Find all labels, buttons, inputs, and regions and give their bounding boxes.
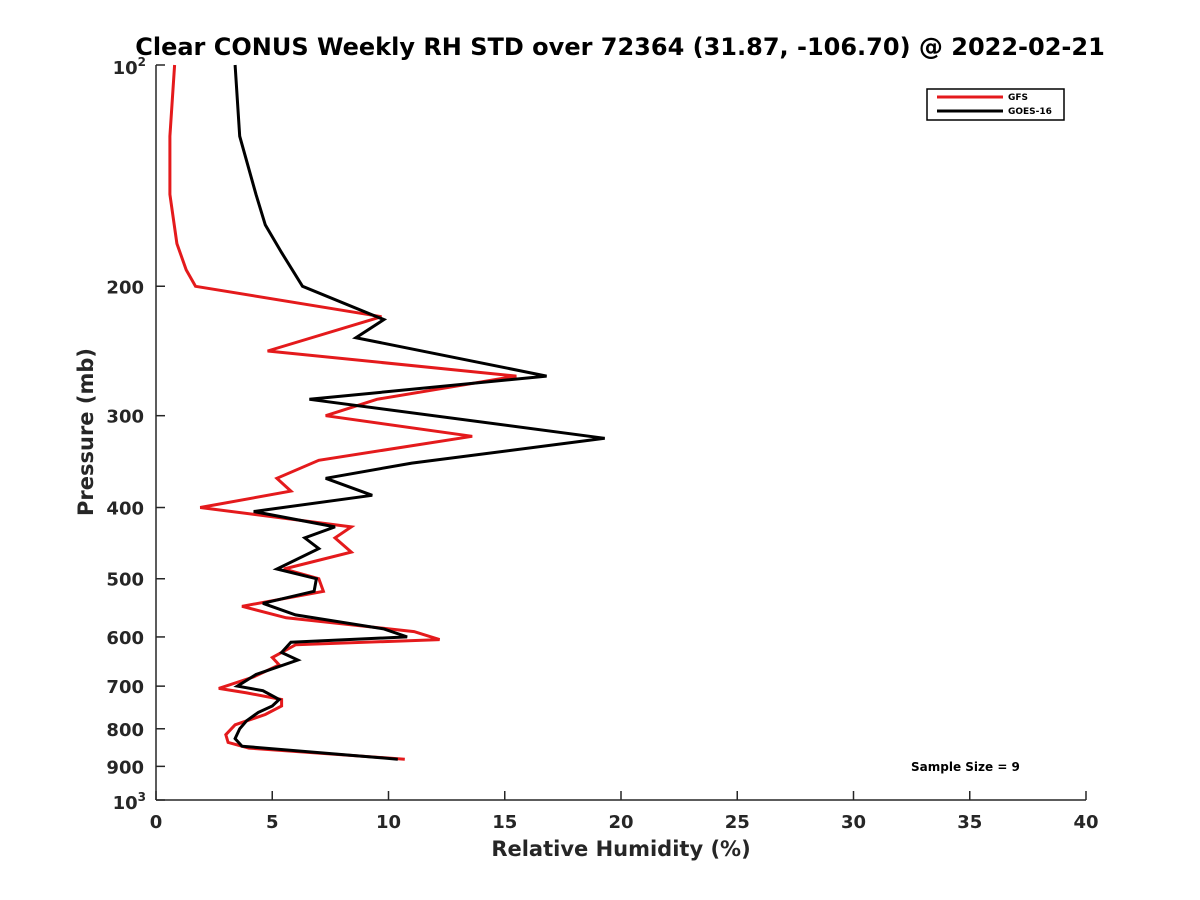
y-tick-label: 300 (106, 407, 144, 428)
plot-area: 0 5 10 15 20 25 30 35 40 10220030040050060070080… (106, 55, 1098, 833)
y-tick-base: 10 (113, 793, 138, 814)
y-tick-label: 900 (106, 757, 144, 778)
y-tick-label: 500 (106, 570, 144, 591)
x-tick-label: 20 (608, 812, 633, 833)
legend-box (926, 88, 1065, 121)
y-axis-label: Pressure (mb) (74, 348, 98, 516)
y-tick-label: 600 (106, 628, 144, 649)
x-tick-label: 35 (957, 812, 982, 833)
x-tick-label: 25 (725, 812, 750, 833)
y-tick-label: 103 (113, 790, 146, 814)
x-tick-label: 0 (150, 812, 163, 833)
y-tick-exponent: 2 (138, 55, 146, 69)
sample-size-annotation: Sample Size = 9 (911, 760, 1020, 774)
chart-title: Clear CONUS Weekly RH STD over 72364 (31… (135, 33, 1105, 61)
x-tick-label: 15 (492, 812, 517, 833)
x-tick-label: 10 (376, 812, 401, 833)
x-tick-label: 30 (841, 812, 866, 833)
series-line-gfs (168, 64, 517, 761)
y-tick-base: 10 (113, 58, 138, 79)
y-tick-label: 200 (106, 277, 144, 298)
x-ticks: 0 5 10 15 20 25 30 35 40 (150, 791, 1099, 833)
x-tick-label: 40 (1073, 812, 1098, 833)
y-tick-label: 800 (106, 720, 144, 741)
legend-label-goes16: GOES-16 (1008, 107, 1052, 117)
y-tick-label: 700 (106, 677, 144, 698)
series-lines (168, 64, 605, 761)
y-tick-label: 400 (106, 499, 144, 520)
x-tick-label: 5 (266, 812, 279, 833)
legend: GFS GOES-16 (926, 88, 1065, 121)
series-line-goes16 (233, 64, 605, 761)
legend-label-gfs: GFS (1008, 93, 1028, 103)
x-axis-label: Relative Humidity (%) (491, 837, 750, 861)
y-tick-exponent: 3 (138, 790, 146, 804)
y-tick-label: 102 (113, 55, 146, 79)
